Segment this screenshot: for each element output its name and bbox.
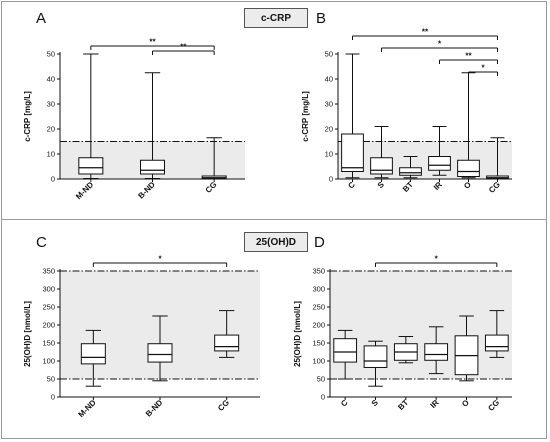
panel-d-box (363, 345, 388, 368)
panel-a-y-tick-label: 40 (47, 75, 55, 84)
panel-d-category-label: BT (396, 398, 410, 412)
panel-b-category-label: CG (487, 180, 502, 195)
panel-c-y-tick-label: 0 (51, 393, 55, 402)
panel-a-box (78, 157, 104, 175)
panel-d-reference-band (330, 271, 512, 379)
panel-b-category-label: S (376, 180, 387, 191)
panel-a-y-tick-label: 0 (51, 175, 55, 184)
panel-c-y-tick-label: 200 (42, 321, 55, 330)
panel-a-category-label: M-ND (74, 180, 95, 201)
panel-d-box (333, 338, 358, 363)
panel-d-box (424, 343, 449, 361)
panel-label-c: C (36, 234, 47, 251)
panel-a-category-label: B-ND (136, 180, 157, 201)
panel-c-y-axis-title: 25(OH)D [nmol/L] (23, 301, 32, 367)
panel-label-a: A (36, 10, 47, 27)
panel-a-y-axis-title: c-CRP [mg/L] (23, 91, 32, 142)
panel-b-significance-label: * (438, 40, 442, 49)
panel-a-y-tick-label: 50 (47, 50, 55, 59)
panel-c-box (214, 334, 240, 352)
section-title-vitd: 25(OH)D (244, 232, 308, 252)
panel-c-y-tick-label: 250 (42, 303, 55, 312)
panel-label-d: D (314, 234, 325, 251)
panel-b-significance-label: * (481, 64, 485, 73)
panel-a-y-tick-label: 20 (47, 125, 55, 134)
panel-c-y-tick-label: 50 (47, 375, 55, 384)
panel-c-category-label: CG (216, 398, 231, 413)
panel-c-y-tick-label: 100 (42, 357, 55, 366)
panel-b-y-tick-label: 30 (325, 100, 333, 109)
panel-b-category-label: C (346, 180, 357, 191)
panel-d-y-tick-label: 300 (312, 285, 325, 294)
panel-d-y-tick-label: 150 (312, 339, 325, 348)
section-divider (1, 219, 547, 220)
panel-b-significance-label: ** (465, 52, 472, 61)
panel-d-y-tick-label: 350 (312, 267, 325, 276)
panel-b-box (341, 133, 364, 172)
panel-c-category-label: M-ND (77, 398, 98, 419)
panel-a-y-tick-label: 10 (47, 150, 55, 159)
panel-c-category-label: B-ND (144, 398, 165, 419)
panel-label-b: B (316, 10, 327, 27)
panel-d-y-tick-label: 200 (312, 321, 325, 330)
panel-d-significance-label: * (435, 255, 439, 264)
panel-a-significance-label: ** (149, 38, 156, 47)
panel-c-y-tick-label: 300 (42, 285, 55, 294)
panel-a-box (140, 159, 165, 175)
panel-b-y-tick-label: 50 (325, 50, 333, 59)
panel-d-y-tick-label: 50 (317, 375, 325, 384)
panel-c-box (147, 343, 173, 363)
panel-d-y-tick-label: 0 (321, 393, 325, 402)
section-title-crp: c-CRP (244, 8, 308, 28)
panel-a-category-label: CG (204, 180, 219, 195)
panel-b-box (457, 159, 480, 177)
panel-c-y-tick-label: 150 (42, 339, 55, 348)
panel-d-category-label: O (460, 398, 471, 409)
panel-d-category-label: IR (429, 398, 441, 410)
panel-b-category-label: IR (432, 180, 444, 192)
panel-d-category-label: S (370, 398, 381, 409)
panel-d-category-label: CG (486, 398, 501, 413)
panel-a-y-tick-label: 30 (47, 100, 55, 109)
panel-c-significance-label: * (158, 255, 162, 264)
panel-b-category-label: O (462, 180, 473, 191)
panel-b-y-axis-title: c-CRP [mg/L] (301, 91, 310, 142)
panel-d-box (484, 334, 509, 352)
panel-b-y-tick-label: 0 (329, 175, 333, 184)
panel-b-y-tick-label: 10 (325, 150, 333, 159)
panel-c-box (80, 343, 106, 365)
panel-b-reference-band (338, 141, 512, 179)
panel-d-y-axis-title: 25(OH)D [nmol/L] (293, 301, 302, 367)
panel-b-box (399, 167, 422, 176)
panel-b-significance-label: ** (422, 28, 429, 37)
panel-d-y-tick-label: 250 (312, 303, 325, 312)
panel-b-box (428, 156, 451, 171)
panel-c-y-tick-label: 350 (42, 267, 55, 276)
panel-b-category-label: BT (401, 180, 415, 194)
panel-b-box (370, 157, 393, 175)
panel-d-category-label: C (339, 398, 350, 409)
panel-b-y-tick-label: 20 (325, 125, 333, 134)
panel-d-y-tick-label: 100 (312, 357, 325, 366)
panel-b-y-tick-label: 40 (325, 75, 333, 84)
panel-a-significance-label: ** (180, 43, 187, 52)
